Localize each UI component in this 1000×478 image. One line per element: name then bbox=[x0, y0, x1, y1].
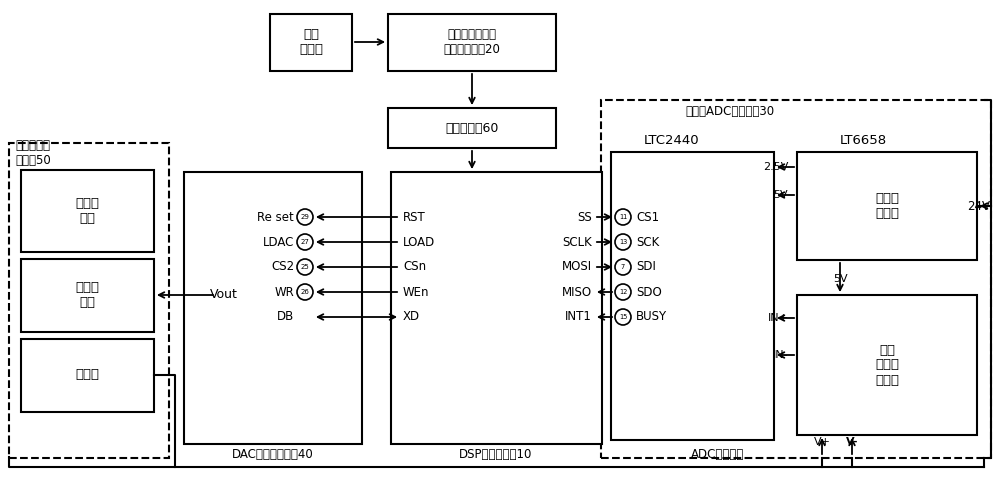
Text: CS2: CS2 bbox=[271, 261, 294, 273]
Text: 功率放
大器: 功率放 大器 bbox=[75, 281, 99, 309]
Text: Vout: Vout bbox=[210, 289, 238, 302]
Bar bbox=[21, 170, 154, 252]
Text: LOAD: LOAD bbox=[403, 236, 435, 249]
Text: DSP微型控制器10: DSP微型控制器10 bbox=[459, 448, 533, 461]
Text: 5V: 5V bbox=[833, 274, 847, 284]
Bar bbox=[9, 143, 169, 458]
Bar bbox=[388, 14, 556, 71]
Bar bbox=[21, 259, 154, 332]
Text: LTC2440: LTC2440 bbox=[644, 133, 700, 146]
Text: INT1: INT1 bbox=[565, 311, 592, 324]
Text: V+: V+ bbox=[814, 437, 830, 447]
Bar bbox=[797, 152, 977, 260]
Text: SS: SS bbox=[577, 210, 592, 224]
Bar bbox=[388, 108, 556, 148]
Text: IN-: IN- bbox=[773, 350, 789, 360]
Text: 参考基
准电源: 参考基 准电源 bbox=[875, 192, 899, 220]
Text: SDO: SDO bbox=[636, 285, 662, 298]
Text: LT6658: LT6658 bbox=[839, 133, 887, 146]
Text: V-: V- bbox=[846, 437, 858, 447]
Bar bbox=[391, 172, 602, 444]
Text: 29: 29 bbox=[301, 214, 309, 220]
Text: WR: WR bbox=[274, 285, 294, 298]
Text: 应变计ADC采集模块30: 应变计ADC采集模块30 bbox=[685, 105, 775, 118]
Text: 2.5V: 2.5V bbox=[763, 162, 788, 172]
Text: 27: 27 bbox=[301, 239, 309, 245]
Bar bbox=[611, 152, 774, 440]
Bar bbox=[21, 339, 154, 412]
Text: 应变计: 应变计 bbox=[75, 369, 99, 381]
Text: 12: 12 bbox=[619, 289, 627, 295]
Text: DB: DB bbox=[277, 311, 294, 324]
Text: 程序在线更新和
数据通信模块20: 程序在线更新和 数据通信模块20 bbox=[444, 28, 500, 56]
Text: 11: 11 bbox=[619, 214, 627, 220]
Text: WEn: WEn bbox=[403, 285, 430, 298]
Text: SCLK: SCLK bbox=[562, 236, 592, 249]
Text: ADC采集单元: ADC采集单元 bbox=[691, 448, 745, 461]
Text: MISO: MISO bbox=[562, 285, 592, 298]
Text: IN+: IN+ bbox=[768, 313, 789, 323]
Text: CS1: CS1 bbox=[636, 210, 659, 224]
Text: LDAC: LDAC bbox=[263, 236, 294, 249]
Text: DAC模拟输出模块40: DAC模拟输出模块40 bbox=[232, 448, 314, 461]
Text: 24V: 24V bbox=[967, 199, 990, 213]
Text: MOSI: MOSI bbox=[562, 261, 592, 273]
Bar bbox=[797, 295, 977, 435]
Text: XD: XD bbox=[403, 311, 420, 324]
Text: Re set: Re set bbox=[257, 210, 294, 224]
Text: 15: 15 bbox=[619, 314, 627, 320]
Text: BUSY: BUSY bbox=[636, 311, 667, 324]
Text: 压电执行结
构模块50: 压电执行结 构模块50 bbox=[15, 139, 51, 167]
Text: 26: 26 bbox=[301, 289, 309, 295]
Text: 压电执
行器: 压电执 行器 bbox=[75, 197, 99, 225]
Text: 13: 13 bbox=[619, 239, 627, 245]
Text: 5V: 5V bbox=[773, 190, 788, 200]
Text: SDI: SDI bbox=[636, 261, 656, 273]
Text: 7: 7 bbox=[621, 264, 625, 270]
Bar bbox=[270, 14, 352, 71]
Text: 差动
电压调
理电路: 差动 电压调 理电路 bbox=[875, 344, 899, 387]
Text: 主控
计算机: 主控 计算机 bbox=[299, 28, 323, 56]
Text: RST: RST bbox=[403, 210, 426, 224]
Text: 数字隔离器60: 数字隔离器60 bbox=[445, 121, 499, 134]
Text: CSn: CSn bbox=[403, 261, 426, 273]
Bar bbox=[601, 100, 991, 458]
Text: 25: 25 bbox=[301, 264, 309, 270]
Text: SCK: SCK bbox=[636, 236, 659, 249]
Bar bbox=[184, 172, 362, 444]
